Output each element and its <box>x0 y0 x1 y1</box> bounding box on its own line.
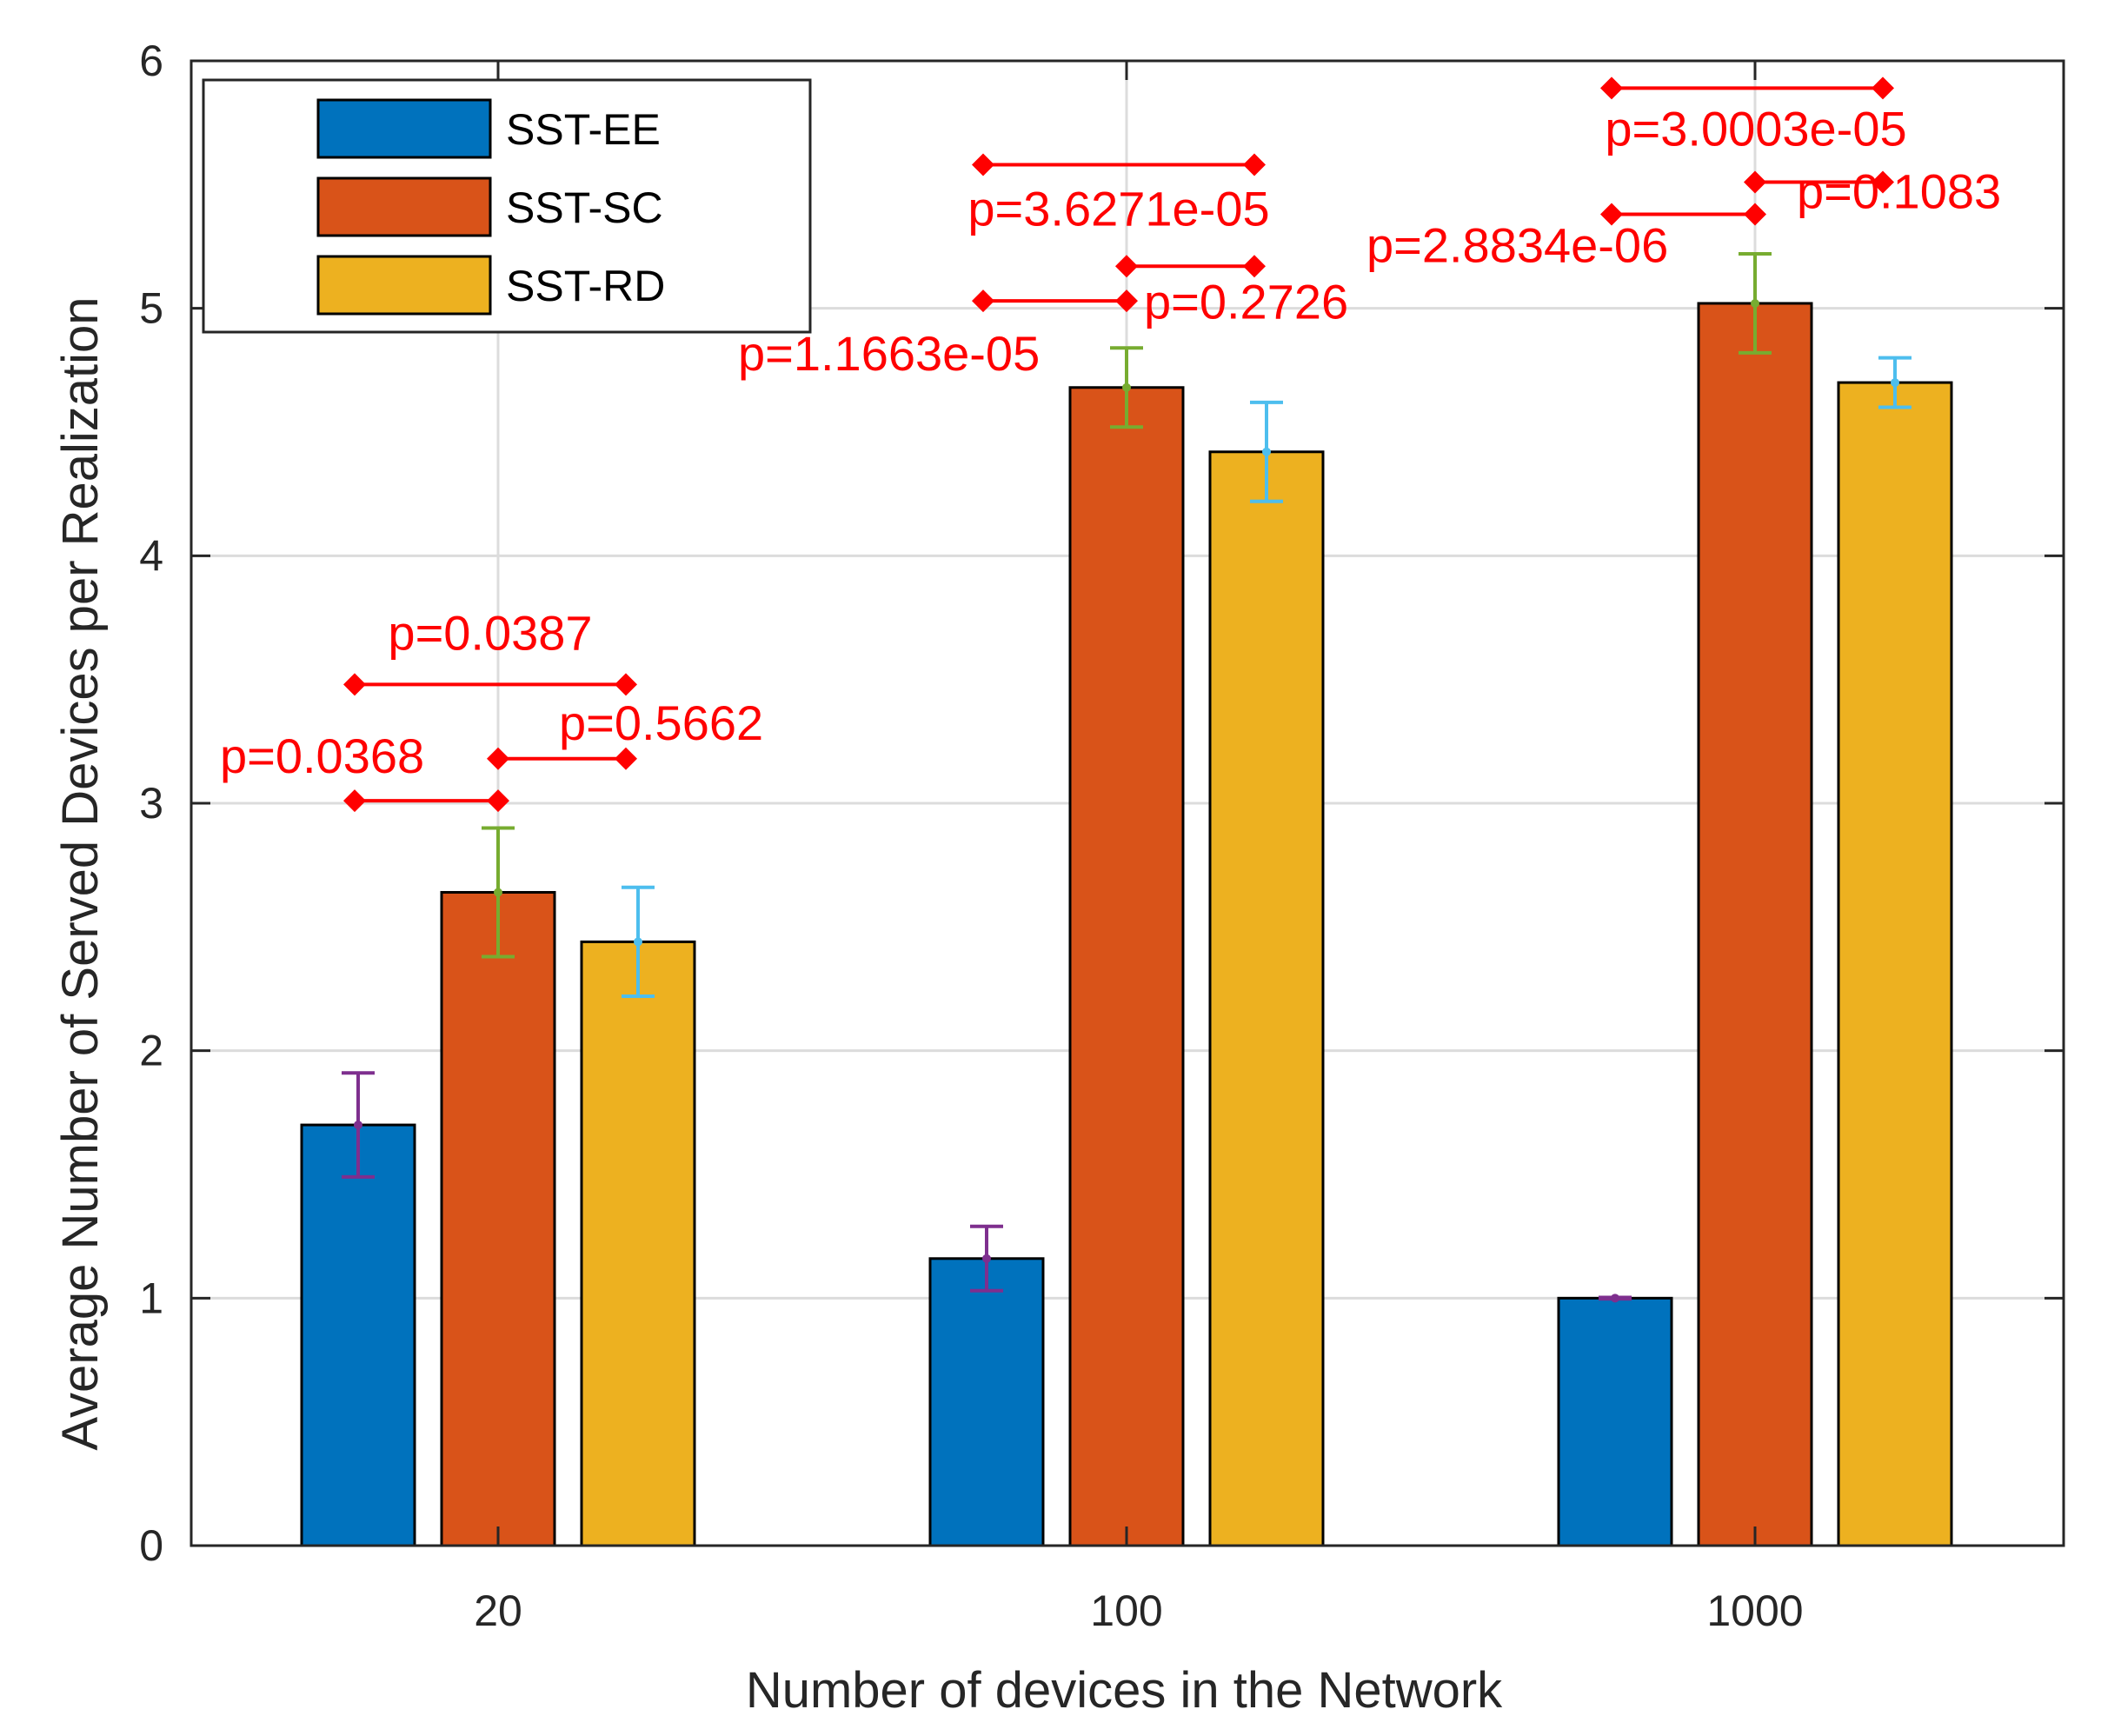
significance-bracket: p=3.6271e-05 <box>967 153 1270 236</box>
significance-bracket: p=1.1663e-05 <box>738 289 1138 381</box>
bar-sst-rd-20 <box>580 940 696 1547</box>
error-bar-mean-dot <box>1122 382 1131 392</box>
bars <box>300 302 1953 1547</box>
p-value-label: p=3.6271e-05 <box>967 182 1269 236</box>
p-value-label: p=0.5662 <box>559 695 763 750</box>
bar-sst-ee-1000 <box>1557 1296 1673 1547</box>
error-bar-mean-dot <box>1262 447 1271 456</box>
x-tick-label: 20 <box>474 1586 522 1635</box>
significance-marker <box>1600 76 1623 100</box>
significance-marker <box>1600 203 1623 226</box>
significance-marker <box>972 153 994 176</box>
significance-bracket: p=0.0387 <box>343 605 637 696</box>
x-tick-label: 1000 <box>1706 1586 1803 1635</box>
error-bar-mean-dot <box>354 1121 362 1130</box>
legend-box <box>202 78 812 334</box>
significance-marker <box>1744 203 1766 226</box>
significance-bracket: p=3.0003e-05 <box>1600 76 1907 156</box>
significance-marker <box>1872 170 1894 194</box>
p-value-label: p=0.2726 <box>1144 274 1348 329</box>
significance-bracket: p=0.1083 <box>1744 163 2001 218</box>
y-tick-label: 2 <box>139 1027 163 1075</box>
bar-sst-sc-1000 <box>1697 302 1813 1547</box>
error-bar-mean-dot <box>1751 298 1759 308</box>
significance-marker <box>487 747 509 770</box>
p-value-label: p=2.8834e-06 <box>1366 217 1668 272</box>
error-bar-mean-dot <box>1891 378 1899 388</box>
x-tick-label: 100 <box>1090 1586 1162 1635</box>
axes: 0 1 2 3 4 5 6 20 100 1000 <box>139 37 2065 1635</box>
significance-marker <box>1243 153 1266 176</box>
error-bar-mean-dot <box>1611 1294 1619 1303</box>
p-value-label: p=0.0387 <box>388 605 592 660</box>
p-value-label: p=0.1083 <box>1797 163 2001 218</box>
significance-marker <box>1115 289 1138 313</box>
significance-bracket: p=0.2726 <box>1115 255 1348 329</box>
significance-marker <box>1744 170 1766 194</box>
significance-marker <box>615 673 637 696</box>
legend-swatch-sst-ee <box>316 98 492 159</box>
significance-marker <box>972 289 994 313</box>
x-axis-title: Number of devices in the Network <box>746 1662 1503 1719</box>
bar-sst-ee-20 <box>300 1123 416 1547</box>
bar-sst-sc-20 <box>440 890 556 1547</box>
significance-bracket: p=2.8834e-06 <box>1366 203 1766 272</box>
y-tick-label: 1 <box>139 1274 163 1322</box>
legend-label-sst-sc: SST-SC <box>506 183 663 232</box>
p-value-label: p=3.0003e-05 <box>1605 101 1906 156</box>
p-value-label: p=0.0368 <box>220 728 424 783</box>
error-bar-mean-dot <box>494 888 502 897</box>
bar-sst-rd-100 <box>1208 450 1325 1547</box>
y-tick-label: 5 <box>139 284 163 333</box>
significance-bracket: p=0.0368 <box>220 728 509 813</box>
bar-sst-sc-100 <box>1068 386 1185 1547</box>
significance-marker <box>1872 76 1894 100</box>
legend-label-sst-rd: SST-RD <box>506 262 665 310</box>
legend-label-sst-ee: SST-EE <box>506 105 661 154</box>
significance-marker <box>1115 255 1138 278</box>
legend-swatch-sst-rd <box>316 255 492 316</box>
significance-marker <box>487 789 509 813</box>
significance-marker <box>343 789 366 813</box>
y-tick-label: 0 <box>139 1521 163 1570</box>
significance-marker <box>343 673 366 696</box>
bar-sst-rd-1000 <box>1837 381 1953 1547</box>
significance-marker <box>1243 255 1266 278</box>
significance-annotations: p=0.0368 p=0.5662 p=0.0387 p=1.1663e-05 p=0.… <box>220 76 2001 813</box>
significance-bracket: p=0.5662 <box>487 695 763 770</box>
bar-sst-ee-100 <box>928 1257 1045 1547</box>
error-bars <box>342 252 1912 1303</box>
error-bar-mean-dot <box>634 937 642 947</box>
y-tick-label: 4 <box>139 531 163 580</box>
error-bar-mean-dot <box>982 1254 991 1263</box>
significance-marker <box>615 747 637 770</box>
y-axis-title: Average Number of Served Devices per Rea… <box>52 296 109 1450</box>
legend-swatch-sst-sc <box>316 176 492 237</box>
y-tick-label: 3 <box>139 779 163 828</box>
legend: SST-EE SST-SC SST-RD <box>202 78 812 334</box>
p-value-label: p=1.1663e-05 <box>738 326 1040 381</box>
y-tick-label: 6 <box>139 37 163 85</box>
